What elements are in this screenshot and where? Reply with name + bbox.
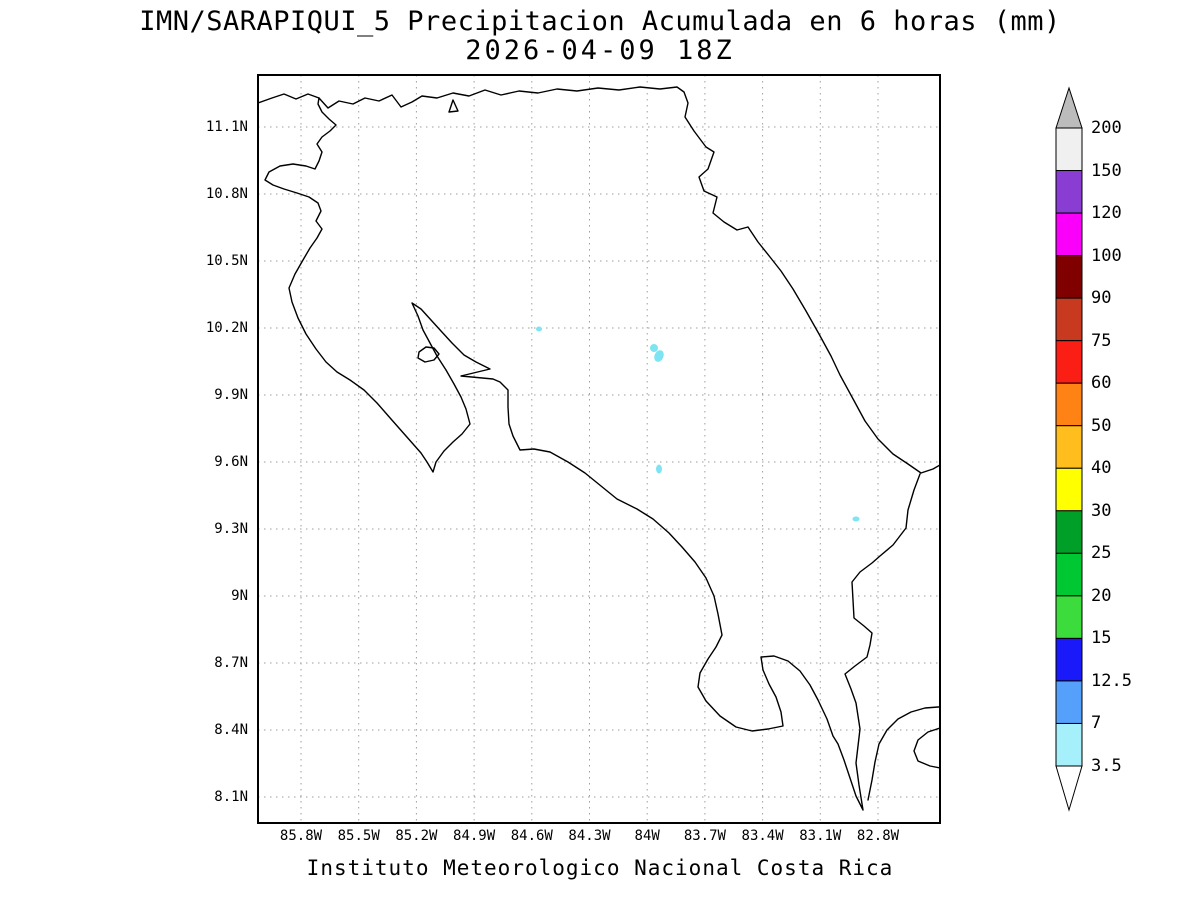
colorbar-level-label: 25: [1091, 543, 1112, 564]
colorbar-band: [1055, 127, 1083, 172]
map-outline: [417, 346, 440, 363]
colorbar-level-label: 7: [1091, 713, 1102, 734]
map-outline: [258, 86, 940, 474]
lat-axis-label: 9.6N: [214, 454, 248, 470]
precip-spot: [656, 464, 662, 474]
colorbar-band: [1055, 255, 1083, 299]
lon-axis-label: 85.5W: [337, 828, 380, 844]
lon-axis-label: 84.6W: [510, 828, 553, 844]
map-outline: [913, 727, 940, 769]
lon-axis-label: 83.1W: [799, 828, 842, 844]
lat-axis-label: 11.1N: [205, 119, 248, 135]
lon-axis-label: 85.8W: [279, 828, 323, 844]
colorbar-level-label: 100: [1091, 245, 1122, 266]
lat-axis-label: 10.5N: [205, 253, 248, 269]
colorbar-band: [1055, 467, 1083, 512]
precip-spot: [536, 326, 542, 332]
map-outline: [867, 706, 940, 801]
precip-spot: [654, 350, 664, 362]
lon-axis-label: 82.8W: [856, 828, 900, 844]
plot-inner: [258, 75, 940, 823]
colorbar-band: [1055, 552, 1083, 597]
chart-date-subtitle: 2026-04-09 18Z: [465, 35, 735, 66]
lat-axis-label: 9.3N: [214, 521, 248, 537]
colorbar-band: [1055, 637, 1083, 682]
colorbar-level-label: 150: [1091, 160, 1122, 181]
colorbar-band: [1055, 680, 1083, 724]
precip-spot: [650, 344, 658, 352]
lat-axis-label: 9N: [231, 588, 248, 604]
lat-axis-label: 10.8N: [205, 186, 248, 202]
colorbar-level-label: 90: [1091, 288, 1112, 309]
colorbar-level-label: 120: [1091, 203, 1122, 224]
colorbar-level-label: 75: [1091, 330, 1112, 351]
colorbar-band: [1055, 510, 1083, 554]
lon-axis-label: 83.7W: [683, 828, 726, 844]
colorbar-band: [1055, 212, 1083, 257]
colorbar-cap-bottom: [1055, 765, 1083, 812]
lon-axis-label: 84W: [634, 828, 660, 844]
colorbar-level-label: 12.5: [1091, 670, 1132, 691]
map-outline: [448, 99, 459, 113]
footer-attribution: Instituto Meteorologico Nacional Costa R…: [306, 856, 894, 880]
lon-axis-label: 84.9W: [453, 828, 496, 844]
lat-axis-label: 10.2N: [205, 320, 248, 336]
plot-border: [257, 74, 941, 824]
colorbar-band: [1055, 340, 1083, 384]
colorbar-level-label: 50: [1091, 415, 1112, 436]
colorbar-band: [1055, 170, 1083, 214]
colorbar-level-label: 30: [1091, 500, 1112, 521]
colorbar-band: [1055, 425, 1083, 469]
colorbar-level-label: 40: [1091, 458, 1112, 479]
colorbar-cap-top: [1055, 86, 1083, 129]
precip-spot: [852, 516, 860, 522]
colorbar-level-label: 15: [1091, 628, 1112, 649]
colorbar-level-label: 60: [1091, 373, 1112, 394]
colorbar-band: [1055, 382, 1083, 427]
lon-axis-label: 84.3W: [568, 828, 611, 844]
lon-axis-label: 85.2W: [395, 828, 438, 844]
lat-axis-label: 9.9N: [214, 387, 248, 403]
lat-axis-label: 8.1N: [214, 789, 248, 805]
colorbar-band: [1055, 722, 1083, 767]
map-outline: [264, 97, 921, 811]
lat-axis-label: 8.7N: [214, 655, 248, 671]
colorbar-level-label: 20: [1091, 585, 1112, 606]
colorbar-level-label: 200: [1091, 118, 1122, 138]
lat-axis-label: 8.4N: [214, 722, 248, 738]
colorbar-level-label: 3.5: [1091, 756, 1122, 776]
chart-title: IMN/SARAPIQUI_5 Precipitacion Acumulada …: [139, 6, 1061, 37]
colorbar-band: [1055, 595, 1083, 639]
colorbar-band: [1055, 297, 1083, 342]
lon-axis-label: 83.4W: [741, 828, 784, 844]
